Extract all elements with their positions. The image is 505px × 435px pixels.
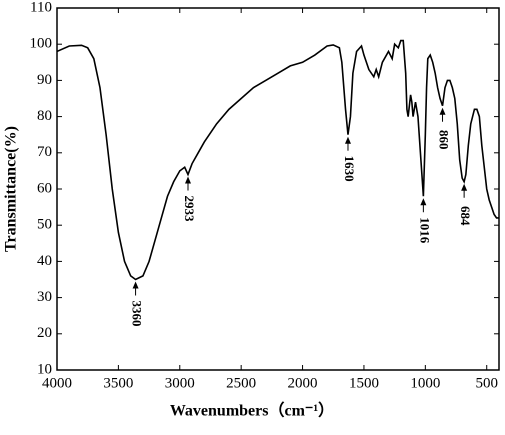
y-tick-label: 60 xyxy=(37,180,52,196)
y-tick-label: 90 xyxy=(37,72,52,88)
annotation-label: 1630 xyxy=(342,156,357,182)
annotation-label: 860 xyxy=(437,130,452,150)
y-tick-label: 70 xyxy=(37,144,52,160)
x-tick-label: 4000 xyxy=(42,375,72,391)
x-tick-label: 500 xyxy=(475,375,498,391)
annotation-label: 684 xyxy=(458,206,473,226)
annotation-label: 2933 xyxy=(182,196,197,223)
y-tick-label: 80 xyxy=(37,108,52,124)
x-axis-title: Wavenumbers（cm⁻¹） xyxy=(170,402,334,420)
y-axis-title: Transmittance(%) xyxy=(3,126,20,252)
annotation-arrowhead xyxy=(185,176,192,184)
annotation-arrowhead xyxy=(439,107,446,115)
spectrum-line xyxy=(56,39,499,281)
annotation-label: 3360 xyxy=(130,301,145,327)
y-tick-label: 110 xyxy=(30,0,52,15)
x-tick-label: 2000 xyxy=(288,375,318,391)
y-tick-label: 50 xyxy=(37,217,52,233)
x-tick-label: 3500 xyxy=(103,375,133,391)
y-tick-label: 40 xyxy=(37,253,52,269)
x-tick-label: 1500 xyxy=(349,375,379,391)
y-tick-label: 10 xyxy=(37,361,52,377)
y-tick-label: 100 xyxy=(30,36,53,52)
annotation-arrowhead xyxy=(420,198,427,206)
x-tick-label: 1000 xyxy=(410,375,440,391)
annotation-arrowhead xyxy=(132,281,139,289)
annotation-label: 1016 xyxy=(417,217,432,244)
y-tick-label: 20 xyxy=(37,325,52,341)
annotation-arrowhead xyxy=(461,183,468,191)
x-tick-label: 2500 xyxy=(226,375,256,391)
annotation-arrowhead xyxy=(344,136,351,144)
x-tick-label: 3000 xyxy=(165,375,195,391)
y-tick-label: 30 xyxy=(37,289,52,305)
